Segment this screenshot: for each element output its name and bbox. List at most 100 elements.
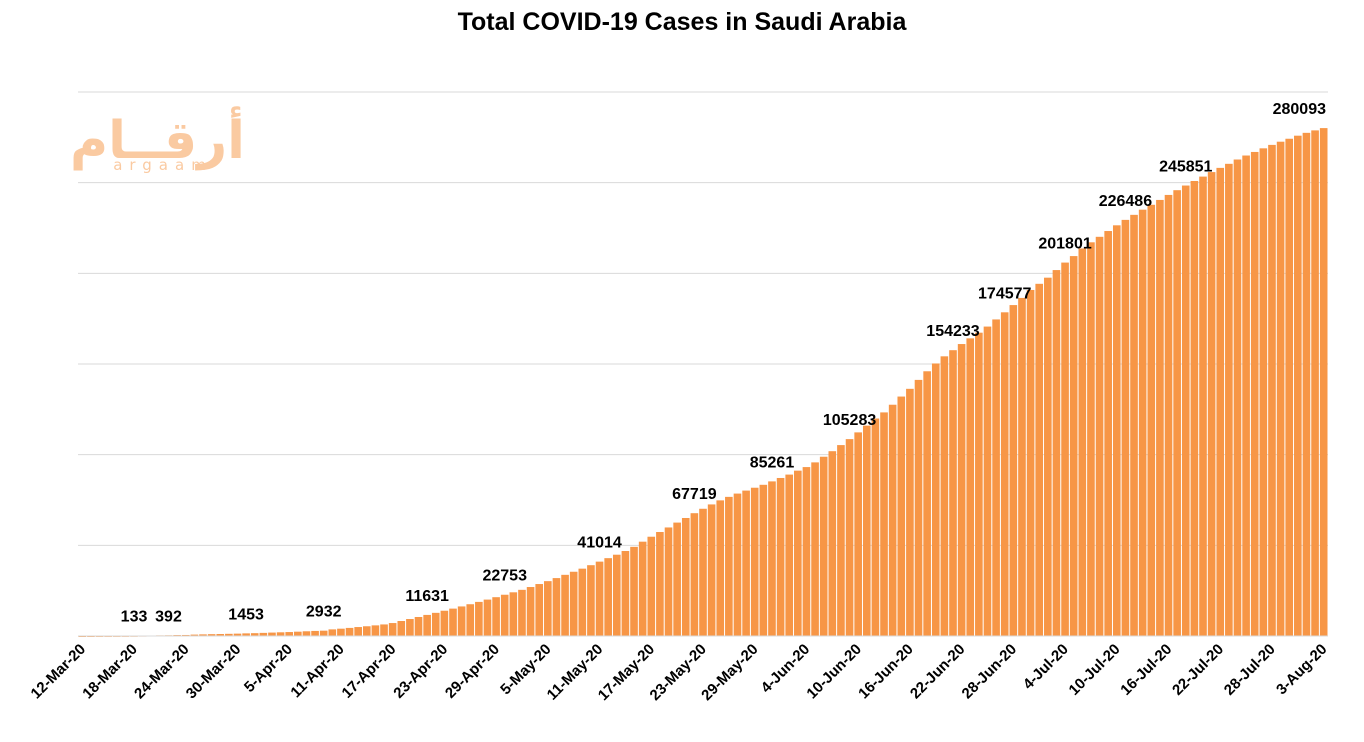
bar <box>294 631 302 636</box>
bar <box>1130 214 1138 636</box>
chart-title: Total COVID-19 Cases in Saudi Arabia <box>457 8 907 36</box>
bar <box>371 625 380 636</box>
data-label: 201801 <box>1038 236 1091 253</box>
bar <box>250 633 259 636</box>
bar <box>190 634 199 636</box>
bar <box>1242 155 1250 636</box>
bar <box>690 513 699 636</box>
bar <box>319 630 328 636</box>
bar <box>828 451 837 636</box>
bar <box>544 581 552 636</box>
bar <box>699 508 707 636</box>
bar <box>681 517 690 636</box>
bar <box>526 587 535 636</box>
bar <box>785 474 794 636</box>
bar <box>345 627 354 636</box>
bar <box>1173 190 1181 636</box>
bar <box>992 319 1000 636</box>
bar <box>725 496 733 636</box>
bar <box>449 608 457 636</box>
bar <box>276 632 285 636</box>
data-label: 1453 <box>228 606 264 623</box>
x-tick-label: 29-Apr-20 <box>442 641 503 702</box>
bar <box>940 356 949 636</box>
bar <box>1311 130 1319 636</box>
data-label: 280093 <box>1273 101 1326 118</box>
x-tick-label: 29-May-20 <box>698 641 761 704</box>
bar <box>1319 128 1328 636</box>
bar <box>181 634 190 636</box>
x-axis-tick-labels: 12-Mar-2018-Mar-2024-Mar-2030-Mar-205-Ap… <box>28 641 1331 704</box>
x-tick-label: 12-Mar-20 <box>28 641 90 703</box>
bar <box>1138 209 1147 637</box>
bar <box>1121 219 1130 636</box>
x-tick-label: 3-Aug-20 <box>1273 641 1330 698</box>
bar <box>225 633 233 636</box>
data-label: 2932 <box>306 604 342 621</box>
bar <box>1276 141 1285 636</box>
bar <box>207 634 216 636</box>
bar <box>397 621 406 636</box>
x-tick-label: 23-Apr-20 <box>390 641 451 702</box>
bar <box>750 487 759 636</box>
bar <box>578 568 587 636</box>
bar <box>1285 138 1294 636</box>
bar <box>1225 163 1233 636</box>
data-label: 105283 <box>823 412 876 429</box>
bar <box>268 632 276 636</box>
bar <box>1078 248 1087 636</box>
bar <box>414 616 423 636</box>
bar <box>811 462 819 636</box>
bar <box>431 612 440 636</box>
bar <box>509 592 518 636</box>
bar <box>1233 159 1242 636</box>
bar <box>975 332 983 636</box>
data-label: 85261 <box>750 454 795 471</box>
x-tick-label: 30-Mar-20 <box>183 641 245 703</box>
x-tick-label: 18-Mar-20 <box>79 641 141 703</box>
bar <box>1035 283 1044 636</box>
data-label: 67719 <box>672 486 717 503</box>
logo-latin-text: argaam <box>113 156 213 174</box>
bar <box>673 522 681 636</box>
bar <box>1087 242 1095 636</box>
bar <box>656 532 664 636</box>
bar <box>259 632 268 636</box>
bar <box>776 477 785 636</box>
bar <box>819 456 828 636</box>
bar <box>1018 297 1026 636</box>
bar <box>1104 231 1112 636</box>
bar <box>647 536 656 636</box>
x-tick-label: 10-Jun-20 <box>803 641 865 703</box>
x-tick-label: 28-Jun-20 <box>959 641 1021 703</box>
bar <box>492 597 500 636</box>
bar <box>802 467 811 636</box>
bar <box>862 425 871 636</box>
bar <box>742 490 750 636</box>
bar <box>1112 225 1121 636</box>
bar <box>388 623 397 636</box>
bar <box>1156 199 1164 636</box>
bar <box>311 630 319 636</box>
bar <box>716 500 725 636</box>
bar <box>871 418 880 636</box>
x-tick-label: 24-Mar-20 <box>131 641 193 703</box>
x-tick-label: 16-Jul-20 <box>1117 641 1175 699</box>
x-tick-label: 11-Apr-20 <box>287 641 347 701</box>
data-labels: 133 392 1453 2932 11631 22753 41014 67719 85261 1… <box>121 101 1326 626</box>
bar <box>518 589 526 636</box>
argaam-logo: أرقــام argaam <box>70 106 245 174</box>
bar <box>845 439 854 636</box>
bar <box>949 350 957 636</box>
x-tick-label: 10-Jul-20 <box>1066 641 1124 699</box>
bar <box>199 634 207 636</box>
bar <box>337 628 345 636</box>
bar <box>931 363 940 636</box>
bar <box>914 379 923 636</box>
bar <box>406 619 414 636</box>
bar <box>621 551 630 636</box>
bar <box>440 610 449 636</box>
bar <box>733 493 742 636</box>
bar <box>1216 167 1225 636</box>
